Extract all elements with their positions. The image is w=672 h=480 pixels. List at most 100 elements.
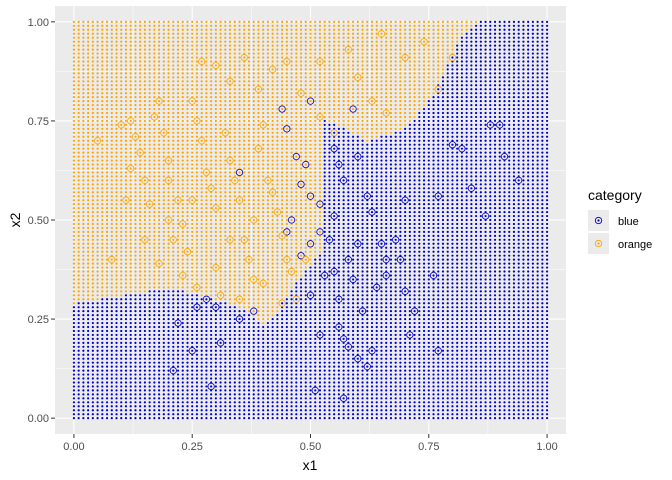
grid-dot-orange [219,274,222,277]
grid-dot-orange [200,278,203,281]
grid-dot-orange [82,123,85,126]
grid-dot-orange [191,262,194,265]
grid-dot-orange [87,20,90,23]
grid-dot-orange [157,191,161,194]
grid-dot-blue [143,393,146,396]
grid-dot-blue [257,397,260,400]
grid-dot-orange [129,56,132,59]
grid-dot-blue [262,333,265,337]
grid-dot-orange [238,44,241,47]
grid-dot-orange [162,28,165,31]
grid-dot-orange [271,60,274,63]
grid-dot-blue [120,341,123,344]
grid-dot-blue [228,405,232,408]
grid-dot-orange [143,68,146,71]
grid-dot-blue [285,401,288,404]
grid-dot-blue [271,373,274,376]
grid-dot-orange [134,222,137,226]
grid-dot-blue [91,385,94,388]
grid-dot-blue [290,333,293,337]
grid-dot-orange [77,68,80,71]
grid-dot-blue [101,333,104,337]
grid-dot-blue [214,357,217,360]
grid-dot-orange [266,56,270,59]
grid-dot-blue [200,385,203,388]
grid-dot-blue [181,389,184,392]
grid-dot-orange [96,96,99,99]
grid-dot-orange [191,76,194,79]
grid-dot-blue [120,369,123,372]
grid-dot-orange [87,159,90,162]
grid-dot-orange [87,147,90,150]
grid-dot-orange [262,64,265,67]
grid-dot-orange [82,199,85,202]
grid-dot-blue [87,317,90,321]
grid-dot-blue [276,373,279,376]
grid-dot-orange [167,286,170,289]
grid-dot-orange [243,155,246,158]
grid-dot-blue [304,381,307,384]
grid-dot-orange [233,52,236,55]
grid-dot-orange [105,100,109,103]
grid-dot-blue [252,337,255,340]
grid-dot-blue [219,329,222,333]
grid-dot-blue [87,310,90,313]
grid-dot-orange [172,199,175,202]
grid-dot-orange [224,80,227,83]
grid-dot-orange [148,183,151,186]
grid-dot-orange [233,40,236,43]
grid-dot-orange [252,278,255,281]
grid-dot-orange [238,222,241,226]
grid-dot-blue [210,333,213,337]
grid-dot-orange [276,119,279,123]
grid-dot-orange [162,222,165,226]
grid-dot-orange [186,32,189,35]
grid-dot-orange [96,131,99,134]
grid-dot-orange [228,286,232,289]
grid-dot-orange [271,151,274,154]
grid-dot-orange [162,32,165,35]
grid-dot-orange [210,111,213,115]
grid-dot-orange [214,187,217,190]
grid-dot-orange [186,28,189,31]
grid-dot-orange [148,278,151,281]
grid-dot-orange [157,262,161,265]
grid-dot-orange [101,222,104,226]
grid-dot-blue [214,397,217,400]
grid-dot-orange [181,195,184,198]
grid-dot-blue [87,341,90,344]
grid-dot-orange [162,230,165,233]
grid-dot-orange [205,40,208,43]
grid-dot-orange [200,171,203,174]
grid-dot-orange [205,119,208,123]
grid-dot-orange [266,262,270,265]
grid-dot-blue [243,314,246,317]
grid-dot-orange [276,222,279,226]
grid-dot-orange [124,107,128,111]
grid-dot-orange [186,119,189,123]
grid-dot-blue [105,405,109,408]
grid-dot-orange [176,111,180,115]
grid-dot-orange [295,258,298,261]
grid-dot-orange [191,32,194,35]
grid-dot-orange [205,24,208,27]
grid-dot-orange [228,127,232,130]
grid-dot-orange [281,52,284,55]
grid-dot-orange [290,80,293,83]
grid-dot-orange [233,123,236,126]
grid-dot-orange [139,214,142,218]
grid-dot-orange [153,218,156,222]
grid-dot-blue [82,365,85,368]
grid-dot-blue [115,329,118,333]
grid-dot-orange [143,40,146,43]
grid-dot-blue [129,409,132,412]
grid-dot-orange [281,175,284,178]
grid-dot-orange [139,282,142,285]
grid-dot-blue [72,345,76,348]
grid-dot-blue [181,397,184,400]
grid-dot-blue [224,389,227,392]
grid-dot-orange [271,290,274,293]
grid-dot-blue [266,381,270,384]
grid-dot-blue [105,385,109,388]
grid-dot-orange [233,60,236,63]
